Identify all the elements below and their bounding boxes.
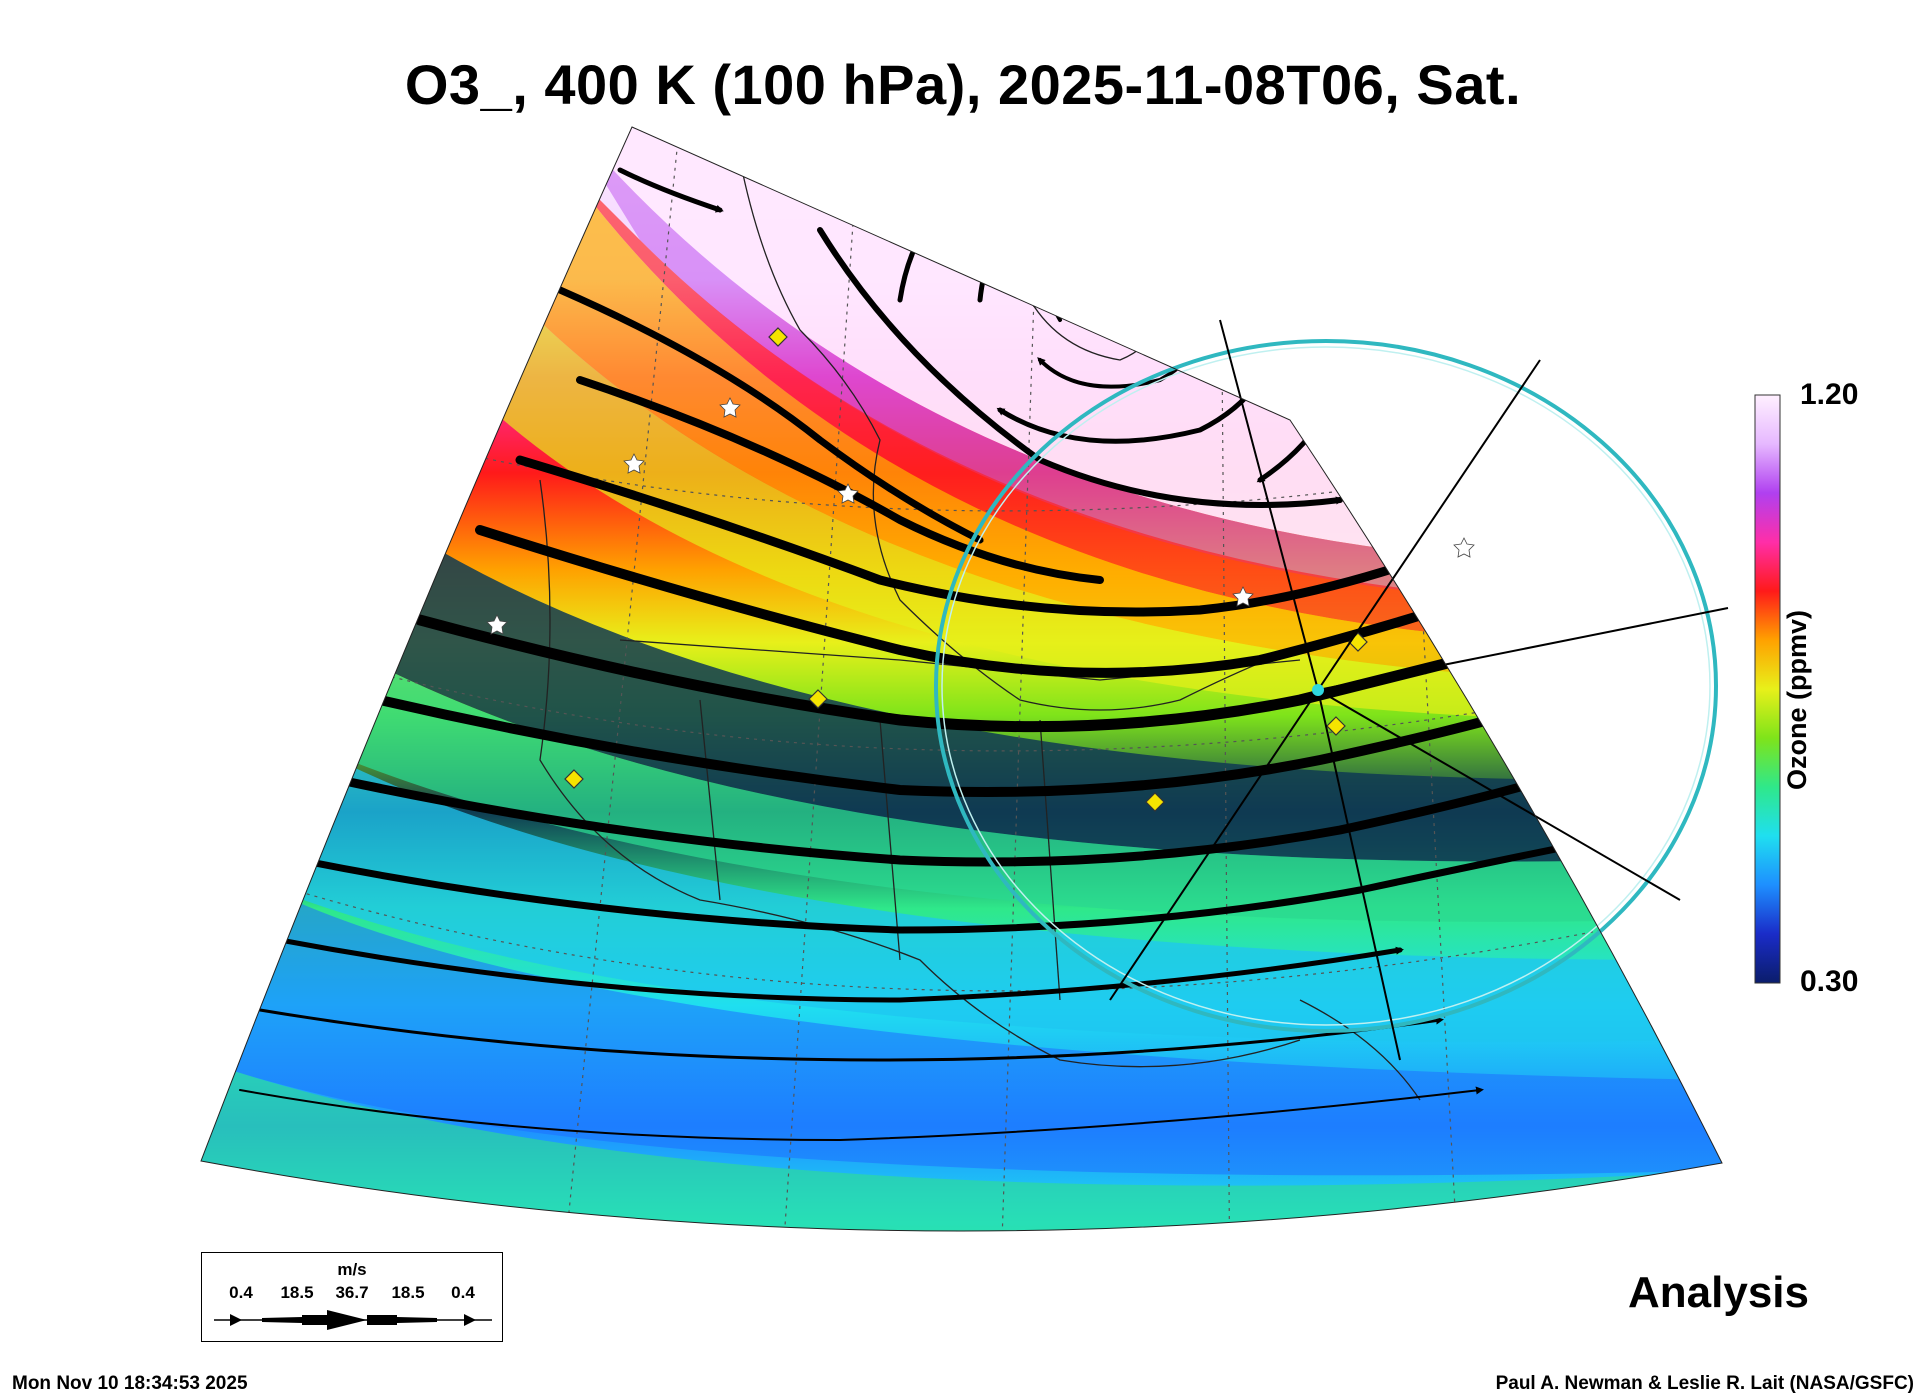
wind-legend-tick: 0.4 bbox=[229, 1283, 253, 1302]
star-marker bbox=[1453, 537, 1475, 558]
diamond-marker bbox=[768, 327, 788, 347]
colorbar bbox=[1754, 394, 1781, 984]
graticule bbox=[201, 127, 1722, 1232]
center-marker bbox=[1312, 684, 1324, 696]
timestamp: Mon Nov 10 18:34:53 2025 bbox=[12, 1373, 248, 1394]
diamond-marker bbox=[1145, 792, 1165, 812]
coastlines bbox=[539, 159, 1421, 1101]
chart-title: O3_, 400 K (100 hPa), 2025-11-08T06, Sat… bbox=[404, 53, 1522, 116]
star-marker bbox=[623, 453, 645, 474]
wind-legend-tick: 18.5 bbox=[280, 1283, 314, 1302]
diamond-marker bbox=[808, 689, 828, 709]
star-marker bbox=[719, 397, 741, 418]
colorbar-title: Ozone (ppmv) bbox=[1782, 610, 1812, 790]
colorbar-min-label: 0.30 bbox=[1800, 965, 1859, 998]
wind-legend-tick: 0.4 bbox=[451, 1283, 475, 1302]
star-marker bbox=[486, 614, 508, 635]
star-marker bbox=[1232, 586, 1254, 607]
wind-legend-tick: 36.7 bbox=[335, 1283, 369, 1302]
wind-legend: m/s 0.4 18.5 36.7 18.5 0.4 bbox=[201, 1252, 503, 1342]
colorbar-max-label: 1.20 bbox=[1800, 378, 1859, 411]
wind-legend-arrow bbox=[214, 1310, 492, 1330]
credit: Paul A. Newman & Leslie R. Lait (NASA/GS… bbox=[1495, 1373, 1914, 1394]
wind-legend-tick: 18.5 bbox=[391, 1283, 425, 1302]
diamond-marker bbox=[1326, 716, 1346, 736]
wind-legend-unit: m/s bbox=[337, 1260, 367, 1279]
observation-stars bbox=[486, 397, 1475, 635]
star-marker bbox=[837, 483, 859, 504]
diamond-marker bbox=[564, 769, 584, 789]
panel-label: Analysis bbox=[1628, 1268, 1809, 1317]
cyan-range-circle bbox=[934, 319, 1729, 1061]
